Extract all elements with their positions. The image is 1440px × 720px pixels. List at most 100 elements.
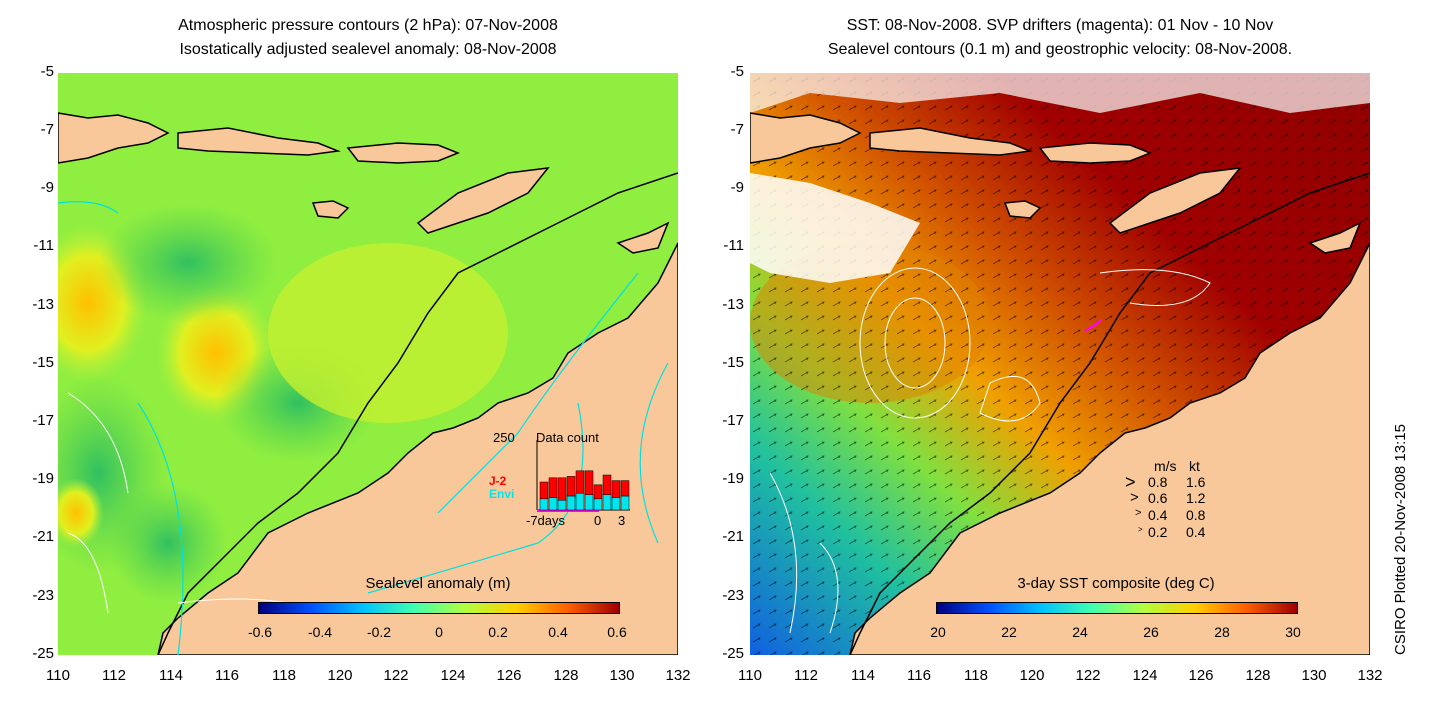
velocity-legend-ms-3: 0.2 <box>1148 524 1168 540</box>
left-pressure-contour-5 <box>639 362 669 544</box>
right-ytick-9: -23 <box>722 587 744 604</box>
right-xtick-5: 120 <box>1019 667 1045 684</box>
inset-axis-zero: 0 <box>594 513 602 528</box>
right-ytick-4: -13 <box>722 296 744 313</box>
left-cb-tick-6: 0.6 <box>607 624 627 640</box>
left-xtick-6: 122 <box>383 667 409 684</box>
left-pressure-contour-3 <box>437 272 639 514</box>
velocity-legend-header-ms: m/s <box>1154 458 1177 474</box>
left-ytick-3: -11 <box>33 237 54 254</box>
right-xtick-1: 112 <box>794 667 818 684</box>
inset-bar-envi-5 <box>584 494 594 511</box>
right-xtick-10: 130 <box>1301 667 1327 684</box>
inset-bar-envi-1 <box>548 497 558 511</box>
inset-bar-j2-4 <box>575 470 585 494</box>
inset-bar-j2-6 <box>593 484 603 500</box>
left-xtick-0: 110 <box>46 667 70 684</box>
right-cb-tick-1: 22 <box>1001 624 1017 640</box>
velocity-legend-ms-0: 0.8 <box>1148 474 1168 490</box>
left-ytick-9: -23 <box>32 587 54 604</box>
cloud-mask-west <box>750 173 920 283</box>
left-map <box>58 73 678 655</box>
velocity-arrow-icon-medium: > <box>1130 489 1139 506</box>
sealevel-contour-5 <box>819 542 839 634</box>
right-ytick-2: -9 <box>730 179 744 196</box>
right-xtick-4: 118 <box>964 667 988 684</box>
left-title-line2: Isostatically adjusted sealevel anomaly:… <box>179 41 557 58</box>
anomaly-low-1 <box>98 203 278 323</box>
left-cb-tick-0: -0.6 <box>247 624 273 640</box>
sealevel-contour-eddy-inner <box>884 297 946 389</box>
velocity-legend-kt-0: 1.6 <box>1186 474 1206 490</box>
left-xtick-1: 112 <box>102 667 126 684</box>
left-land-flores <box>346 142 461 164</box>
left-xtick-4: 118 <box>272 667 296 684</box>
inset-bar-j2-7 <box>602 474 612 495</box>
right-map <box>750 73 1370 655</box>
right-land-timor <box>1108 167 1242 234</box>
right-title-line1: SST: 08-Nov-2008. SVP drifters (magenta)… <box>846 17 1274 34</box>
right-shelf-edge <box>849 172 1370 655</box>
left-xtick-3: 116 <box>215 667 239 684</box>
left-ytick-5: -15 <box>32 354 54 371</box>
inset-chart <box>536 440 630 512</box>
left-land-sumba <box>311 200 350 219</box>
left-sealevel-contour-3 <box>67 532 109 614</box>
left-colorbar <box>258 602 620 614</box>
right-cb-tick-3: 26 <box>1143 624 1159 640</box>
velocity-legend-kt-3: 0.4 <box>1186 524 1206 540</box>
left-map-svg <box>58 73 678 655</box>
inset-bar-j2-1 <box>548 477 558 498</box>
right-land-sumba <box>1003 200 1042 219</box>
right-ytick-8: -21 <box>722 528 744 545</box>
left-xtick-5: 120 <box>327 667 353 684</box>
right-xtick-11: 132 <box>1357 667 1383 684</box>
left-shelf-edge <box>157 172 678 655</box>
left-ytick-7: -19 <box>32 470 54 487</box>
inset-bar-j2-0 <box>539 481 549 500</box>
inset-bar-j2-9 <box>620 480 630 497</box>
sealevel-contour-4 <box>769 472 798 634</box>
inset-count-label: 250 <box>493 430 515 445</box>
right-ytick-1: -7 <box>730 121 744 138</box>
left-colorbar-title: Sealevel anomaly (m) <box>365 575 511 592</box>
inset-time-bar <box>537 509 599 512</box>
right-cb-tick-5: 30 <box>1285 624 1301 640</box>
inset-bar-envi-7 <box>602 494 612 511</box>
right-xtick-6: 122 <box>1075 667 1101 684</box>
right-xtick-9: 128 <box>1245 667 1271 684</box>
cloud-mask-north <box>750 73 1370 113</box>
velocity-arrow-icon-large: > <box>1125 472 1136 492</box>
right-ytick-5: -15 <box>722 354 744 371</box>
right-cb-tick-4: 28 <box>1214 624 1230 640</box>
left-pressure-contour-2 <box>58 201 119 214</box>
anomaly-low-4 <box>108 483 228 603</box>
right-title-line2: Sealevel contours (0.1 m) and geostrophi… <box>827 41 1293 58</box>
left-ytick-8: -21 <box>32 528 54 545</box>
left-xtick-10: 130 <box>609 667 635 684</box>
right-cb-tick-0: 20 <box>930 624 946 640</box>
left-xtick-2: 114 <box>159 667 183 684</box>
right-colorbar <box>936 602 1298 614</box>
left-ytick-10: -25 <box>32 645 54 662</box>
inset-bar-j2-3 <box>566 476 576 497</box>
anomaly-shelf <box>268 243 508 423</box>
inset-j2-label: J-2 <box>489 474 507 488</box>
inset-bar-envi-6 <box>593 498 603 511</box>
inset-bars <box>539 470 630 511</box>
right-ytick-3: -11 <box>723 237 744 254</box>
right-land-flores <box>1038 142 1153 164</box>
right-cb-tick-2: 24 <box>1072 624 1088 640</box>
left-ytick-0: -5 <box>40 63 54 80</box>
left-ytick-1: -7 <box>40 121 54 138</box>
plot-credit: CSIRO Plotted 20-Nov-2008 13:15 <box>1392 424 1409 655</box>
svp-drifter-track <box>1084 318 1103 332</box>
velocity-legend-ms-1: 0.6 <box>1148 490 1168 506</box>
right-land-sumbawa <box>869 127 1033 156</box>
inset-axis-end: 3 <box>618 513 626 528</box>
inset-axis-start: -7days <box>526 513 566 528</box>
left-xtick-11: 132 <box>665 667 691 684</box>
velocity-legend-header-kt: kt <box>1189 458 1200 474</box>
left-xtick-8: 126 <box>496 667 522 684</box>
sealevel-contour-eddy-outer <box>859 267 971 419</box>
